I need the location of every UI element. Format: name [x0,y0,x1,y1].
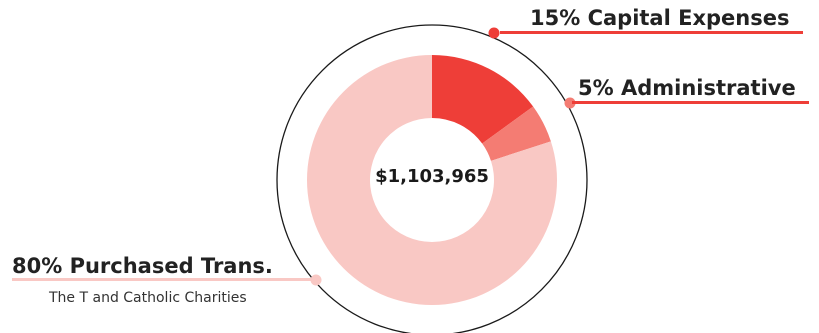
callout-dot-purchased-trans [310,274,322,286]
callout-purchased-trans-underline [12,278,316,281]
outer-ring [276,24,588,333]
callout-dot-administrative [564,97,576,109]
callout-administrative: 5% Administrative [578,76,796,100]
center-total-label: $1,103,965 [375,166,489,187]
callout-capital-expenses-label: 15% Capital Expenses [530,6,790,30]
callout-administrative-label: 5% Administrative [578,76,796,100]
callout-purchased-trans-label: 80% Purchased Trans. [12,254,273,278]
callout-purchased-trans: 80% Purchased Trans. [12,254,273,278]
donut-slice-administrative [482,106,551,161]
callout-dots [310,27,576,286]
callout-capital-expenses: 15% Capital Expenses [530,6,789,30]
callout-purchased-trans-note: The T and Catholic Charities [49,290,247,306]
callout-dot-capital-expenses [488,27,500,39]
donut-slice-capital-expenses [432,55,534,144]
donut-slice-purchased-trans [307,55,557,305]
callout-administrative-underline [572,101,809,104]
donut-slices [307,55,557,305]
callout-capital-expenses-underline [500,31,803,34]
